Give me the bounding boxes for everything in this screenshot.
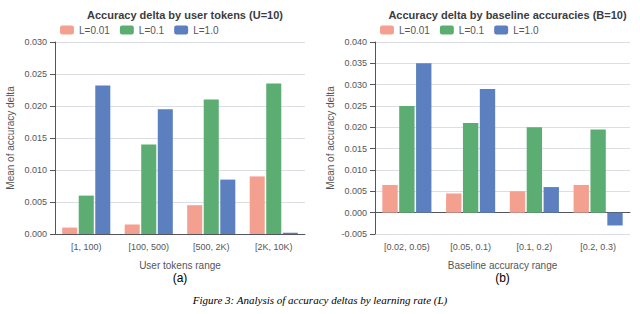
svg-text:L=1.0: L=1.0	[513, 25, 539, 36]
svg-text:[2K, 10K): [2K, 10K)	[255, 242, 293, 252]
svg-text:0.040: 0.040	[344, 37, 367, 47]
svg-text:0.025: 0.025	[344, 101, 367, 111]
svg-text:L=0.1: L=0.1	[139, 25, 165, 36]
svg-text:0.005: 0.005	[24, 197, 47, 207]
svg-text:L=0.01: L=0.01	[79, 25, 110, 36]
svg-text:0.020: 0.020	[24, 101, 47, 111]
svg-text:0.025: 0.025	[24, 69, 47, 79]
svg-text:0.015: 0.015	[344, 144, 367, 154]
svg-text:0.010: 0.010	[344, 165, 367, 175]
svg-text:[500, 2K): [500, 2K)	[193, 242, 230, 252]
svg-text:Figure 3: Analysis of accuracy: Figure 3: Analysis of accuracy deltas by…	[192, 294, 448, 307]
svg-text:Accuracy delta by baseline acc: Accuracy delta by baseline accuracies (B…	[388, 9, 626, 21]
svg-text:L=0.1: L=0.1	[459, 25, 485, 36]
svg-text:0.005: 0.005	[344, 186, 367, 196]
svg-text:[0.1, 0.2): [0.1, 0.2)	[517, 242, 553, 252]
svg-text:0.015: 0.015	[24, 133, 47, 143]
svg-text:(b): (b)	[495, 271, 510, 285]
svg-text:0.030: 0.030	[24, 37, 47, 47]
svg-text:0.000: 0.000	[344, 208, 367, 218]
svg-text:[0.05, 0.1): [0.05, 0.1)	[450, 242, 491, 252]
svg-text:-0.005: -0.005	[341, 229, 367, 239]
svg-text:[0.2, 0.3): [0.2, 0.3)	[580, 242, 616, 252]
svg-text:User tokens range: User tokens range	[139, 260, 221, 271]
svg-text:[1, 100): [1, 100)	[71, 242, 102, 252]
svg-text:0.035: 0.035	[344, 58, 367, 68]
svg-text:Accuracy delta by user tokens: Accuracy delta by user tokens (U=10)	[87, 9, 283, 21]
svg-text:Baseline accuracy range: Baseline accuracy range	[448, 260, 558, 271]
svg-text:0.000: 0.000	[24, 229, 47, 239]
svg-text:0.030: 0.030	[344, 80, 367, 90]
svg-text:0.010: 0.010	[24, 165, 47, 175]
svg-text:L=0.01: L=0.01	[399, 25, 430, 36]
svg-text:[0.02, 0.05): [0.02, 0.05)	[384, 242, 430, 252]
svg-text:(a): (a)	[173, 271, 188, 285]
svg-text:[100, 500): [100, 500)	[128, 242, 169, 252]
svg-text:Mean of accuracy delta: Mean of accuracy delta	[5, 86, 16, 190]
svg-text:0.020: 0.020	[344, 122, 367, 132]
svg-text:Mean of accuracy delta: Mean of accuracy delta	[325, 86, 336, 190]
svg-text:L=1.0: L=1.0	[193, 25, 219, 36]
